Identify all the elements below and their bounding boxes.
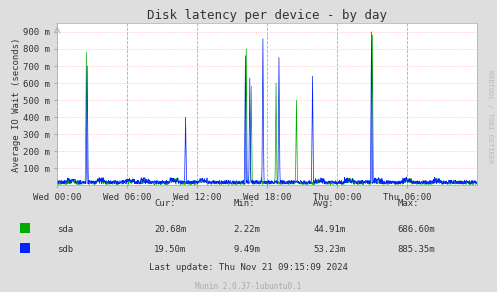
Text: 9.49m: 9.49m	[234, 245, 260, 254]
Text: 53.23m: 53.23m	[313, 245, 345, 254]
Text: RRDTOOL / TOBI OETIKER: RRDTOOL / TOBI OETIKER	[487, 70, 493, 164]
Text: 19.50m: 19.50m	[154, 245, 186, 254]
Text: Avg:: Avg:	[313, 199, 334, 208]
Text: 885.35m: 885.35m	[398, 245, 435, 254]
Text: Last update: Thu Nov 21 09:15:09 2024: Last update: Thu Nov 21 09:15:09 2024	[149, 263, 348, 272]
Text: Min:: Min:	[234, 199, 255, 208]
Title: Disk latency per device - by day: Disk latency per device - by day	[147, 9, 387, 22]
Text: 686.60m: 686.60m	[398, 225, 435, 234]
Text: 44.91m: 44.91m	[313, 225, 345, 234]
Text: sda: sda	[57, 225, 73, 234]
Text: Max:: Max:	[398, 199, 419, 208]
Text: Munin 2.0.37-1ubuntu0.1: Munin 2.0.37-1ubuntu0.1	[195, 282, 302, 291]
Text: 20.68m: 20.68m	[154, 225, 186, 234]
Text: Cur:: Cur:	[154, 199, 175, 208]
Text: sdb: sdb	[57, 245, 73, 254]
Text: 2.22m: 2.22m	[234, 225, 260, 234]
Y-axis label: Average IO Wait (seconds): Average IO Wait (seconds)	[12, 37, 21, 172]
